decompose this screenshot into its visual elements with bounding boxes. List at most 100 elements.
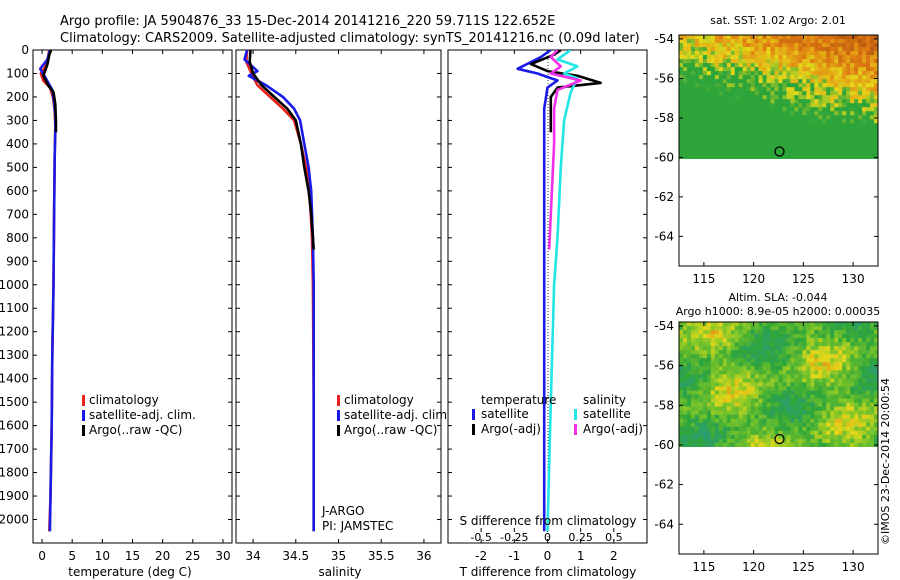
x-tick-label: 1 xyxy=(577,549,585,563)
heatmap-cell xyxy=(742,322,748,327)
heatmap-cell xyxy=(706,71,712,76)
heatmap-cell xyxy=(766,71,772,76)
heatmap-cell xyxy=(810,418,815,424)
heatmap-cell xyxy=(838,123,843,128)
argo-position-marker xyxy=(774,433,785,445)
heatmap-cell xyxy=(682,334,688,339)
heatmap-cell xyxy=(818,55,823,60)
heatmap-cell xyxy=(738,79,744,84)
heatmap-cell xyxy=(782,398,788,404)
heatmap-cell xyxy=(858,115,863,120)
heatmap-cell xyxy=(866,63,871,68)
heatmap-cell xyxy=(866,131,871,136)
heatmap-cell xyxy=(826,434,831,440)
heatmap-cell xyxy=(742,83,748,88)
heatmap-cell xyxy=(794,354,799,359)
heatmap-cell xyxy=(762,91,768,96)
heatmap-cell xyxy=(710,87,716,92)
heatmap-cell xyxy=(686,67,692,72)
heatmap-cell xyxy=(679,438,684,444)
heatmap-cell xyxy=(846,338,851,343)
heatmap-cell xyxy=(714,87,720,92)
heatmap-cell xyxy=(830,358,835,363)
heatmap-cell xyxy=(770,362,776,367)
lat-tick-label: -60 xyxy=(654,150,674,164)
heatmap-cell xyxy=(774,438,780,444)
heatmap-cell xyxy=(770,111,776,116)
heatmap-cell xyxy=(858,390,863,396)
heatmap-cell xyxy=(810,426,815,432)
heatmap-cell xyxy=(730,127,736,132)
heatmap-cell xyxy=(726,346,732,351)
heatmap-cell xyxy=(718,107,724,112)
heatmap-cell xyxy=(874,410,878,416)
heatmap-cell xyxy=(862,350,867,355)
heatmap-cell xyxy=(854,394,859,400)
heatmap-cell xyxy=(874,83,878,88)
heatmap-cell xyxy=(862,123,867,128)
heatmap-cell xyxy=(690,131,696,136)
heatmap-cell xyxy=(734,350,740,355)
heatmap-cell xyxy=(758,346,764,351)
heatmap-cell xyxy=(870,59,875,64)
heatmap-cell xyxy=(826,123,831,128)
heatmap-cell xyxy=(754,95,760,100)
heatmap-cell xyxy=(798,382,803,388)
heatmap-cell xyxy=(730,55,736,60)
heatmap-cell xyxy=(782,139,788,144)
heatmap-cell xyxy=(718,135,724,140)
heatmap-cell xyxy=(870,87,875,92)
heatmap-cell xyxy=(694,71,700,76)
heatmap-cell xyxy=(862,394,867,400)
heatmap-cell xyxy=(702,390,708,396)
heatmap-cell xyxy=(870,386,875,392)
heatmap-cell xyxy=(682,406,688,412)
heatmap-cell xyxy=(798,438,803,444)
heatmap-cell xyxy=(706,91,712,96)
heatmap-cell xyxy=(778,55,784,60)
heatmap-cell xyxy=(794,115,799,120)
heatmap-cell xyxy=(862,95,867,100)
heatmap-cell xyxy=(830,330,835,335)
heatmap-cell xyxy=(706,123,712,128)
heatmap-cell xyxy=(822,330,827,335)
heatmap-cell xyxy=(718,386,724,392)
heatmap-cell xyxy=(690,47,696,52)
heatmap-cell xyxy=(742,99,748,104)
heatmap-cell xyxy=(806,119,811,124)
heatmap-cell xyxy=(706,410,712,416)
heatmap-cell xyxy=(770,390,776,396)
heatmap-cell xyxy=(790,350,796,355)
heatmap-cell xyxy=(722,67,728,72)
heatmap-cell xyxy=(702,398,708,404)
heatmap-cell xyxy=(790,99,796,104)
heatmap-cell xyxy=(679,131,684,136)
heatmap-cell xyxy=(798,362,803,367)
heatmap-cell xyxy=(690,418,696,424)
heatmap-cell xyxy=(734,71,740,76)
heatmap-cell xyxy=(810,123,815,128)
heatmap-cell xyxy=(782,426,788,432)
heatmap-cell xyxy=(698,75,704,80)
heatmap-cell xyxy=(838,71,843,76)
heatmap-cell xyxy=(814,99,819,104)
heatmap-cell xyxy=(874,434,878,440)
heatmap-cell xyxy=(838,326,843,331)
heatmap-cell xyxy=(726,326,732,331)
heatmap-cell xyxy=(826,155,831,159)
heatmap-cell xyxy=(806,55,811,60)
heatmap-cell xyxy=(730,402,736,408)
heatmap-cell xyxy=(818,374,823,380)
heatmap-cell xyxy=(782,442,788,447)
heatmap-cell xyxy=(702,131,708,136)
heatmap-cell xyxy=(782,75,788,80)
heatmap-cell xyxy=(806,410,811,416)
heatmap-cell xyxy=(679,63,684,68)
heatmap-cell xyxy=(854,43,859,48)
heatmap-cell xyxy=(786,51,792,56)
heatmap-cell xyxy=(762,326,768,331)
heatmap-cell xyxy=(862,147,867,152)
salinity-depth-ticks xyxy=(236,49,441,521)
heatmap-cell xyxy=(710,338,716,343)
